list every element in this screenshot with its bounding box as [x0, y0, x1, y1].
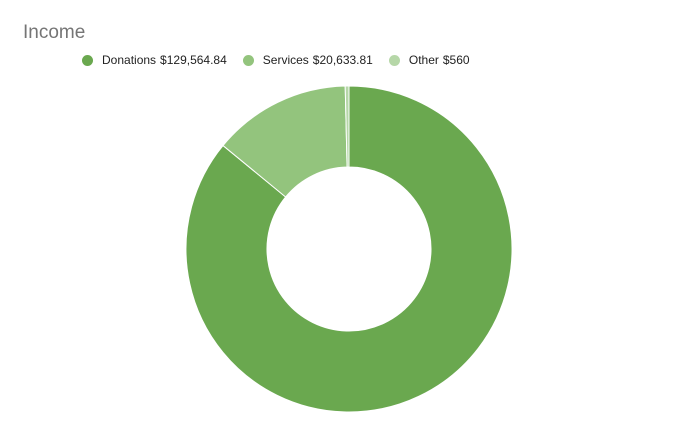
slice-donations[interactable]	[185, 85, 513, 413]
chart-legend: Donations $129,564.84 Services $20,633.8…	[82, 52, 486, 68]
legend-item-other[interactable]: Other $560	[388, 53, 470, 67]
slice-other[interactable]	[344, 85, 350, 168]
legend-value-donations: $129,564.84	[160, 53, 227, 67]
legend-value-other: $560	[442, 53, 470, 67]
legend-value-services: $20,633.81	[312, 53, 373, 67]
chart-title: Income	[23, 22, 86, 43]
legend-item-services[interactable]: Services $20,633.81	[242, 53, 373, 67]
legend-label-donations: Donations	[102, 53, 157, 67]
legend-swatch-other	[388, 54, 400, 66]
legend-swatch-donations	[82, 54, 93, 66]
legend-item-donations[interactable]: Donations $129,564.84	[82, 53, 227, 67]
legend-swatch-services	[242, 54, 254, 66]
legend-label-other: Other	[408, 53, 439, 67]
legend-label-services: Services	[262, 53, 309, 67]
